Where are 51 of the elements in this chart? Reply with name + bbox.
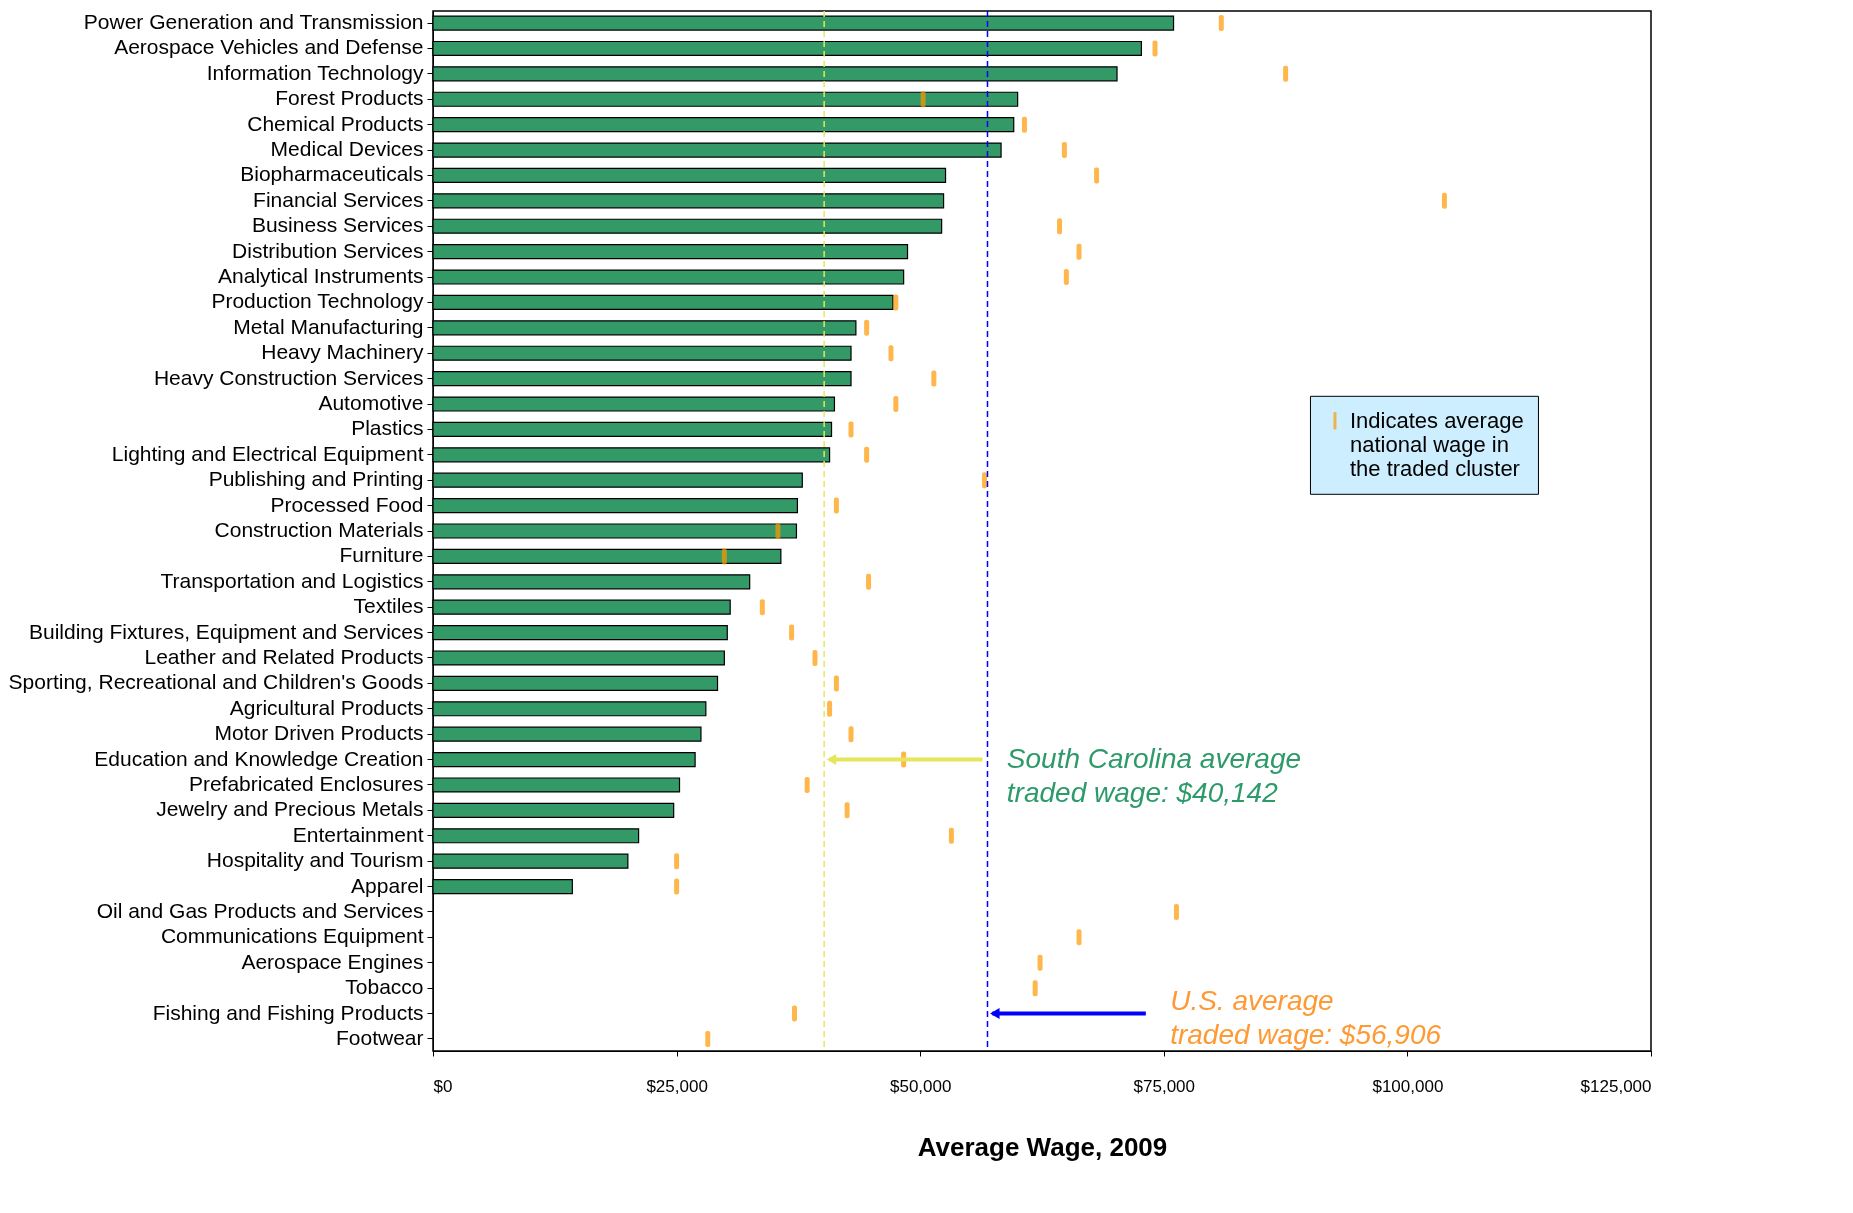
x-tick-label: $125,000 [1580,1076,1652,1096]
y-tick-label: Analytical Instruments [218,264,424,288]
y-tick-label: Biopharmaceuticals [240,162,424,186]
ref-line-label: U.S. average traded wage: $56,906 [1170,984,1442,1050]
y-tick-label: Footwear [335,1025,424,1049]
y-tick-label: Lighting and Electrical Equipment [111,441,424,465]
y-tick-label: Construction Materials [214,518,424,541]
y-tick-label: Entertainment [292,822,424,846]
y-tick-label: Automotive [318,391,424,415]
y-tick-label: Communications Equipment [160,924,424,948]
y-tick-label: Aerospace Engines [241,949,424,973]
y-tick-label: Heavy Construction Services [153,365,424,389]
y-tick-label: Production Technology [211,289,424,313]
y-tick-label: Motor Driven Products [214,721,424,745]
y-tick-label: Transportation and Logistics [160,568,424,592]
y-tick-label: Building Fixtures, Equipment and Services [28,619,424,643]
legend-label: Indicates average national wage in the traded cluster [1349,407,1524,481]
x-tick-label: $100,000 [1372,1076,1444,1096]
y-tick-label: Fishing and Fishing Products [152,1000,424,1024]
x-tick-label: $25,000 [646,1076,708,1096]
y-tick-label: Jewelry and Precious Metals [156,797,424,821]
y-tick-label: Aerospace Vehicles and Defense [114,35,424,59]
y-tick-label: Processed Food [270,492,424,516]
x-tick-label: $75,000 [1133,1076,1196,1096]
y-tick-label: Information Technology [206,60,424,84]
y-tick-label: Education and Knowledge Creation [94,746,424,770]
x-axis-title: Average Wage, 2009 [917,1131,1168,1162]
y-tick-label: Publishing and Printing [208,467,424,491]
y-tick-label: Furniture [339,543,424,567]
y-tick-label: Sporting, Recreational and Children's Goods [8,670,424,694]
y-tick-label: Tobacco [345,975,424,999]
y-tick-label: Power Generation and Transmission [83,10,424,34]
y-tick-label: Leather and Related Products [144,644,424,668]
y-tick-label: Plastics [351,416,424,440]
y-tick-label: Distribution Services [232,238,424,262]
y-tick-label: Apparel [351,873,424,897]
y-tick-label: Hospitality and Tourism [206,848,424,872]
x-tick-label: $0 [433,1076,453,1096]
y-tick-label: Heavy Machinery [261,340,424,364]
ref-line-label: South Carolina average traded wage: $40,142 [1006,742,1302,808]
x-tick-label: $50,000 [889,1076,952,1096]
y-tick-label: Medical Devices [270,137,424,161]
y-tick-label: Agricultural Products [229,695,424,719]
y-tick-label: Textiles [353,594,424,618]
y-tick-label: Prefabricated Enclosures [188,771,424,795]
y-tick-label: Financial Services [253,187,424,211]
y-tick-label: Metal Manufacturing [233,314,424,338]
y-tick-label: Oil and Gas Products and Services [96,898,424,922]
y-tick-label: Forest Products [275,86,424,110]
y-tick-label: Chemical Products [247,111,424,135]
y-tick-label: Business Services [251,213,424,237]
